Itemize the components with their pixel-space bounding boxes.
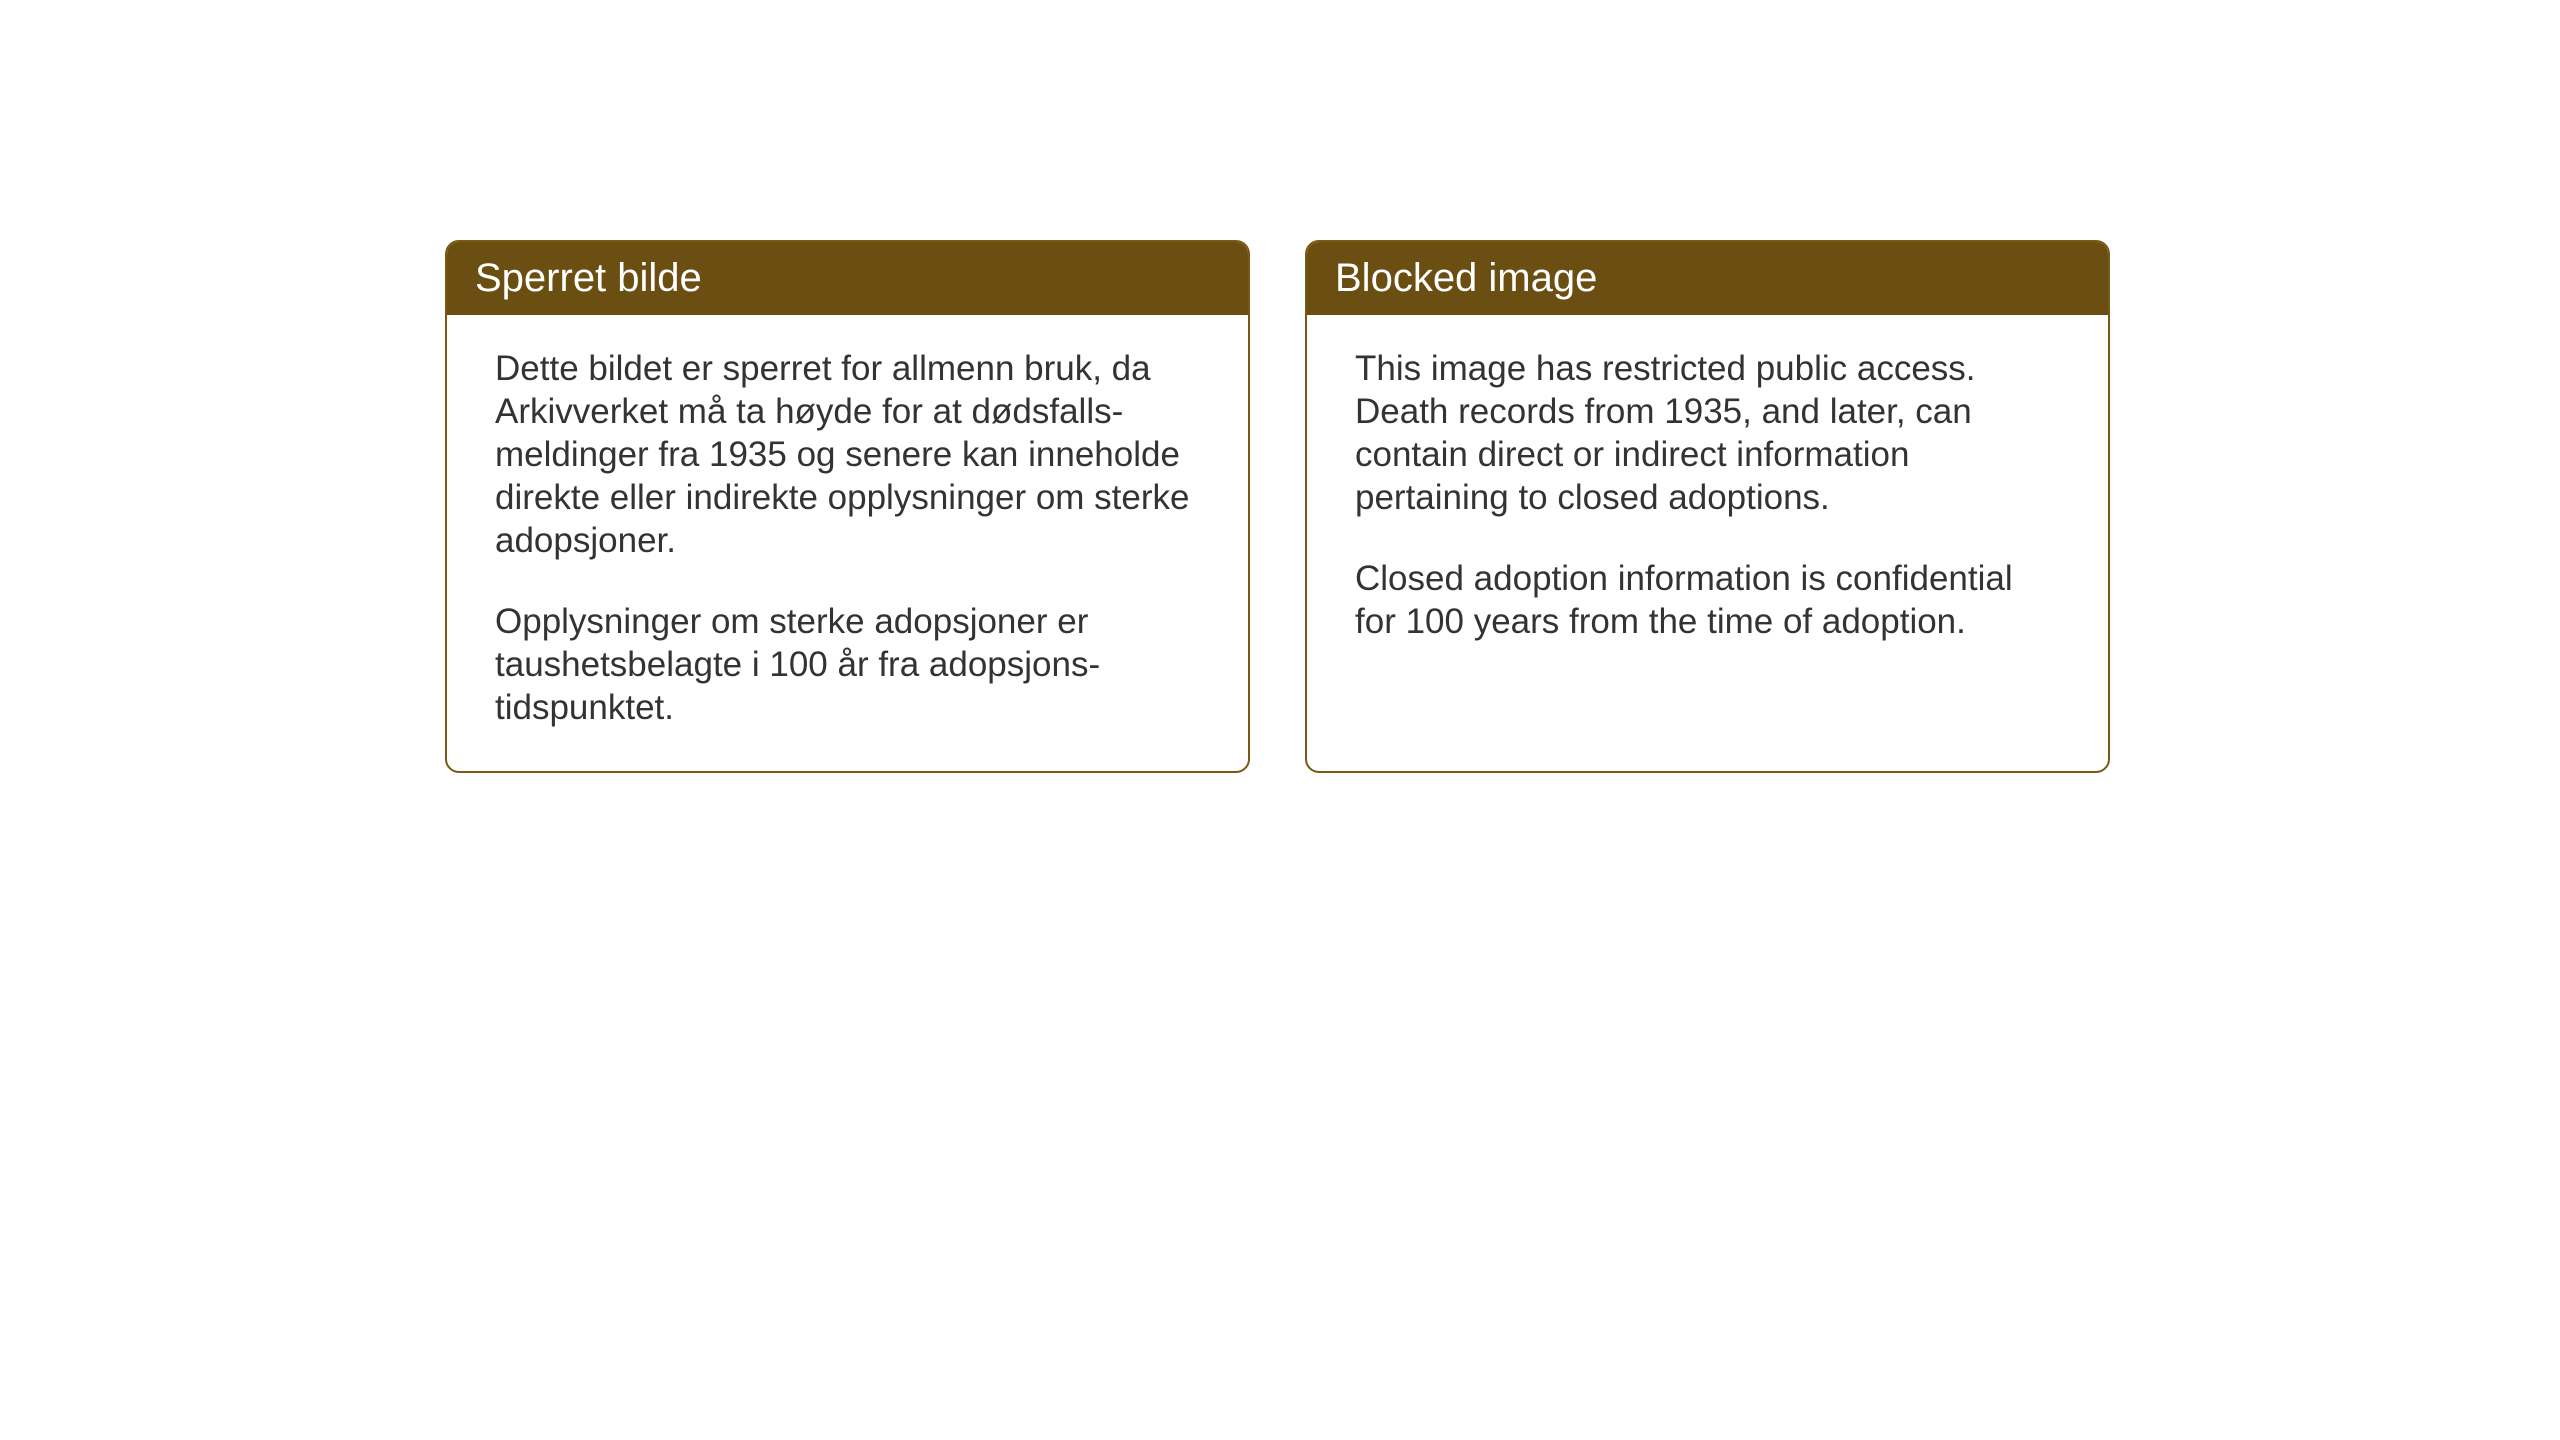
notice-card-english: Blocked image This image has restricted …: [1305, 240, 2110, 773]
card-paragraph-2-english: Closed adoption information is confident…: [1355, 557, 2060, 643]
card-paragraph-1-english: This image has restricted public access.…: [1355, 347, 2060, 519]
card-header-english: Blocked image: [1307, 242, 2108, 315]
card-body-norwegian: Dette bildet er sperret for allmenn bruk…: [447, 315, 1248, 771]
card-title-norwegian: Sperret bilde: [475, 256, 702, 300]
notice-cards-container: Sperret bilde Dette bildet er sperret fo…: [445, 240, 2110, 773]
notice-card-norwegian: Sperret bilde Dette bildet er sperret fo…: [445, 240, 1250, 773]
card-body-english: This image has restricted public access.…: [1307, 315, 2108, 685]
card-header-norwegian: Sperret bilde: [447, 242, 1248, 315]
card-title-english: Blocked image: [1335, 256, 1597, 300]
card-paragraph-2-norwegian: Opplysninger om sterke adopsjoner er tau…: [495, 600, 1200, 729]
card-paragraph-1-norwegian: Dette bildet er sperret for allmenn bruk…: [495, 347, 1200, 562]
